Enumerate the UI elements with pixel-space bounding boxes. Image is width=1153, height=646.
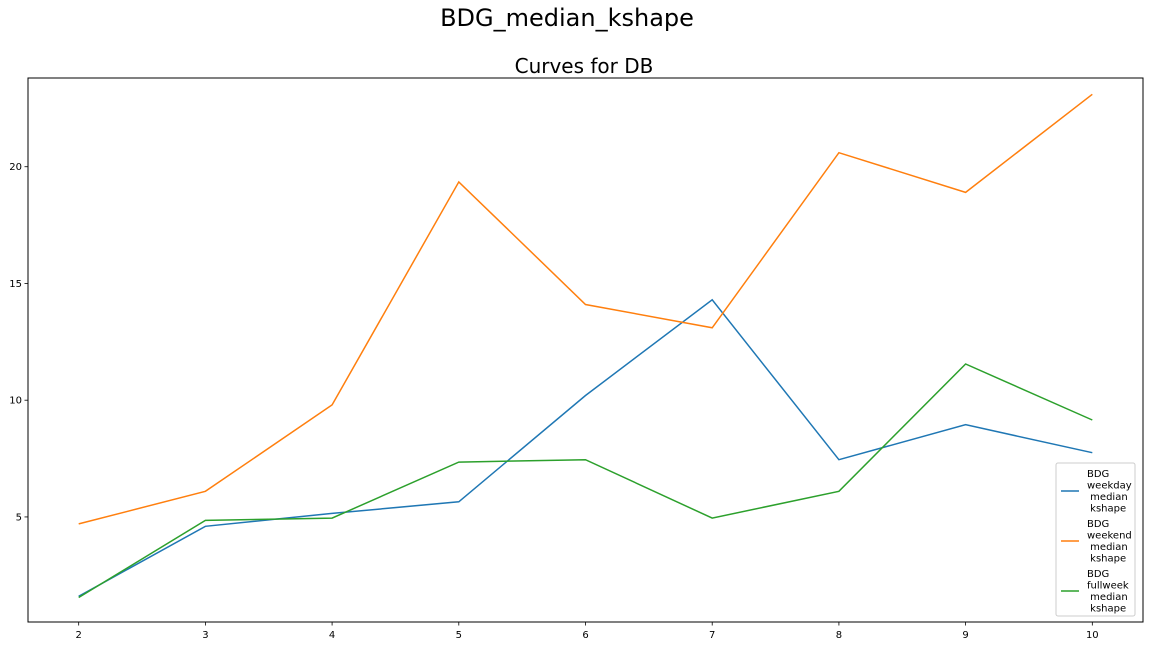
legend-entry-2: BDG weekend median kshape bbox=[1087, 519, 1132, 565]
plot-area bbox=[27, 77, 1144, 623]
x-tick-label: 9 bbox=[962, 630, 968, 641]
figure-suptitle: BDG_median_kshape bbox=[440, 4, 694, 32]
chart-title: Curves for DB bbox=[515, 54, 654, 78]
series-lines bbox=[78, 93, 1093, 599]
series-line-2 bbox=[78, 93, 1093, 525]
x-tick-label: 4 bbox=[329, 630, 335, 641]
x-tick-label: 10 bbox=[1086, 630, 1099, 641]
x-axis: 2 3 4 5 6 7 8 9 10 bbox=[75, 622, 1099, 641]
legend-entry-1: BDG weekday median kshape bbox=[1087, 469, 1132, 515]
x-tick-label: 6 bbox=[582, 630, 588, 641]
x-tick-label: 7 bbox=[709, 630, 715, 641]
y-tick-label: 15 bbox=[9, 279, 22, 290]
legend-entry-3: BDG fullweek median kshape bbox=[1087, 569, 1129, 615]
y-axis: 5 10 15 20 bbox=[9, 162, 28, 523]
series-line-1 bbox=[78, 298, 1093, 597]
y-tick-label: 20 bbox=[9, 162, 22, 173]
y-tick-label: 5 bbox=[16, 512, 22, 523]
x-tick-label: 3 bbox=[202, 630, 208, 641]
x-tick-label: 5 bbox=[456, 630, 462, 641]
axes-frame bbox=[27, 77, 1144, 623]
series-line-3 bbox=[78, 363, 1093, 599]
y-tick-label: 10 bbox=[9, 396, 22, 407]
x-tick-label: 2 bbox=[75, 630, 81, 641]
x-tick-label: 8 bbox=[836, 630, 842, 641]
legend-box bbox=[1055, 462, 1136, 617]
